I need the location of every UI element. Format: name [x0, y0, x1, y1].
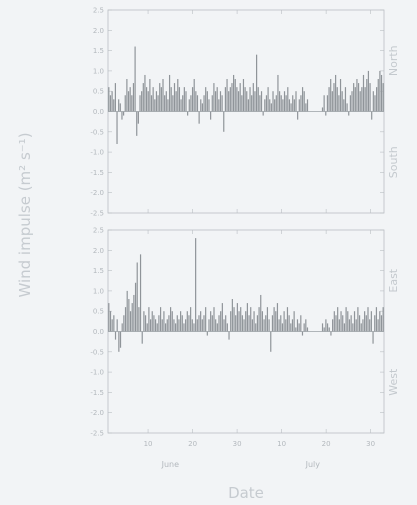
north-south-panel: 2.5 2.0 1.5 1.0 0.5 0.0 -0.5 -1.0 -1.5 -2.0 -2.5 No…	[90, 7, 400, 218]
y-axis-title: Wind impulse (m² s⁻¹)	[16, 132, 34, 297]
east-west-panel: 2.5 2.0 1.5 1.0 0.5 0.0 -0.5 -1.0 -1.5 -2.0 -2.5 Ea…	[90, 227, 400, 438]
y-tick-label: 0.0	[93, 108, 104, 116]
x-tick-label: 30	[366, 440, 375, 448]
y-tick-label: 0.5	[93, 88, 104, 96]
y-tick-label: 1.5	[93, 267, 104, 275]
y-tick-label: -2.0	[90, 189, 104, 197]
y-tick-label: 0.5	[93, 308, 104, 316]
y-tick-label: -2.0	[90, 409, 104, 417]
x-axis-title: Date	[228, 484, 264, 502]
positive-direction-label: East	[387, 268, 400, 292]
y-tick-label: -1.5	[90, 389, 104, 397]
y-tick-label: -2.5	[90, 430, 104, 438]
y-tick-label: 2.0	[93, 247, 104, 255]
x-tick-label: 10	[144, 440, 153, 448]
y-tick-label: -0.5	[90, 348, 104, 356]
x-tick-label: 10	[277, 440, 286, 448]
positive-direction-label: North	[387, 45, 400, 76]
y-tick-label: 1.0	[93, 67, 104, 75]
y-tick-label: 1.0	[93, 287, 104, 295]
month-label: July	[305, 460, 321, 469]
y-tick-label: 2.0	[93, 27, 104, 35]
y-tick-label: -1.5	[90, 169, 104, 177]
month-label: June	[161, 460, 180, 469]
y-tick-label: 2.5	[93, 7, 104, 15]
negative-direction-label: South	[387, 146, 400, 178]
negative-direction-label: West	[387, 368, 400, 396]
y-tick-label: 0.0	[93, 328, 104, 336]
y-tick-label: -1.0	[90, 369, 104, 377]
y-tick-label: -1.0	[90, 149, 104, 157]
y-tick-label: -0.5	[90, 128, 104, 136]
x-tick-label: 20	[322, 440, 331, 448]
y-tick-label: 2.5	[93, 227, 104, 235]
x-axis: 10 20 30 10 20 30 June July	[144, 440, 376, 469]
x-tick-label: 20	[188, 440, 197, 448]
x-tick-label: 30	[233, 440, 242, 448]
y-tick-label: 1.5	[93, 47, 104, 55]
y-tick-label: -2.5	[90, 210, 104, 218]
